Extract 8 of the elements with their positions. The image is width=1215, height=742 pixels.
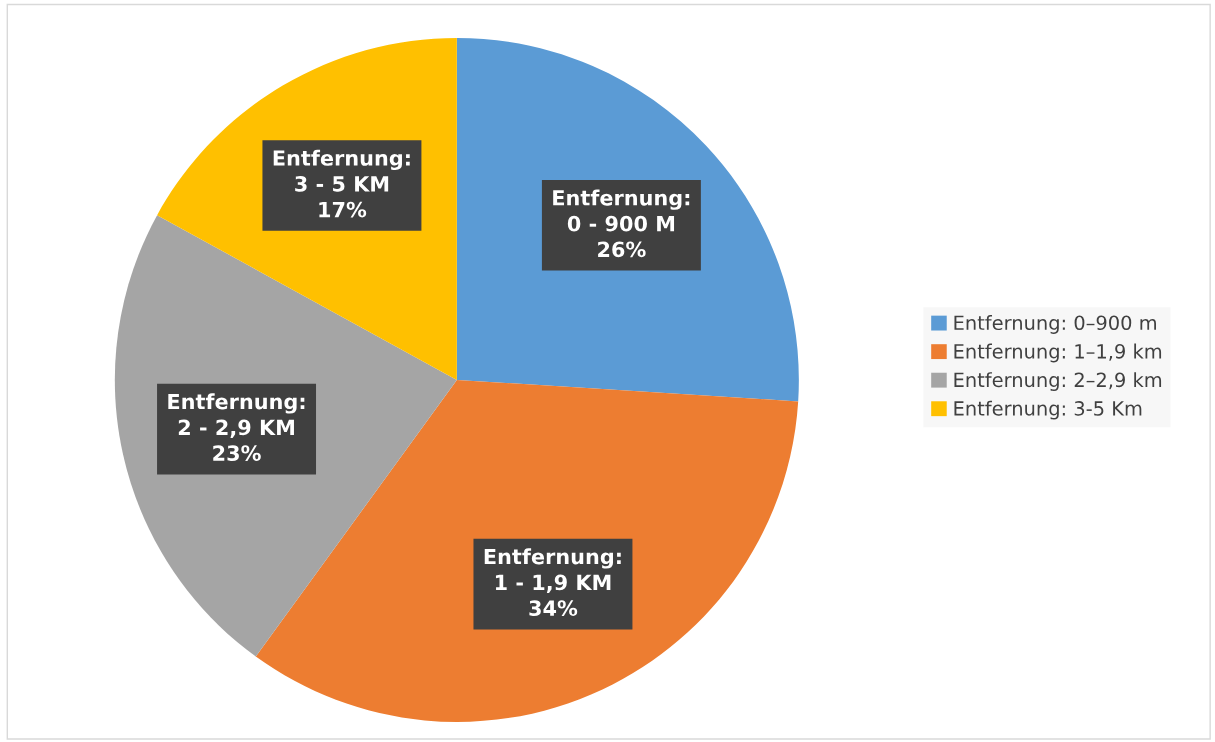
legend-label: Entfernung: 1–1,9 km <box>954 343 1162 363</box>
legend-label: Entfernung: 2–2,9 km <box>954 372 1162 391</box>
legend-label: Entfernung: 3-5 Km <box>954 400 1142 420</box>
legend-label: Entfernung: 0–900 m <box>954 315 1156 334</box>
data-label: Entfernung: 1 - 1,9 KM 34% <box>484 548 621 616</box>
data-label: Entfernung: 0 - 900 M 26% <box>553 189 690 258</box>
data-label: Entfernung: 3 - 5 KM 17% <box>273 149 410 218</box>
data-label: Entfernung: 2 - 2,9 KM 23% <box>168 393 305 461</box>
